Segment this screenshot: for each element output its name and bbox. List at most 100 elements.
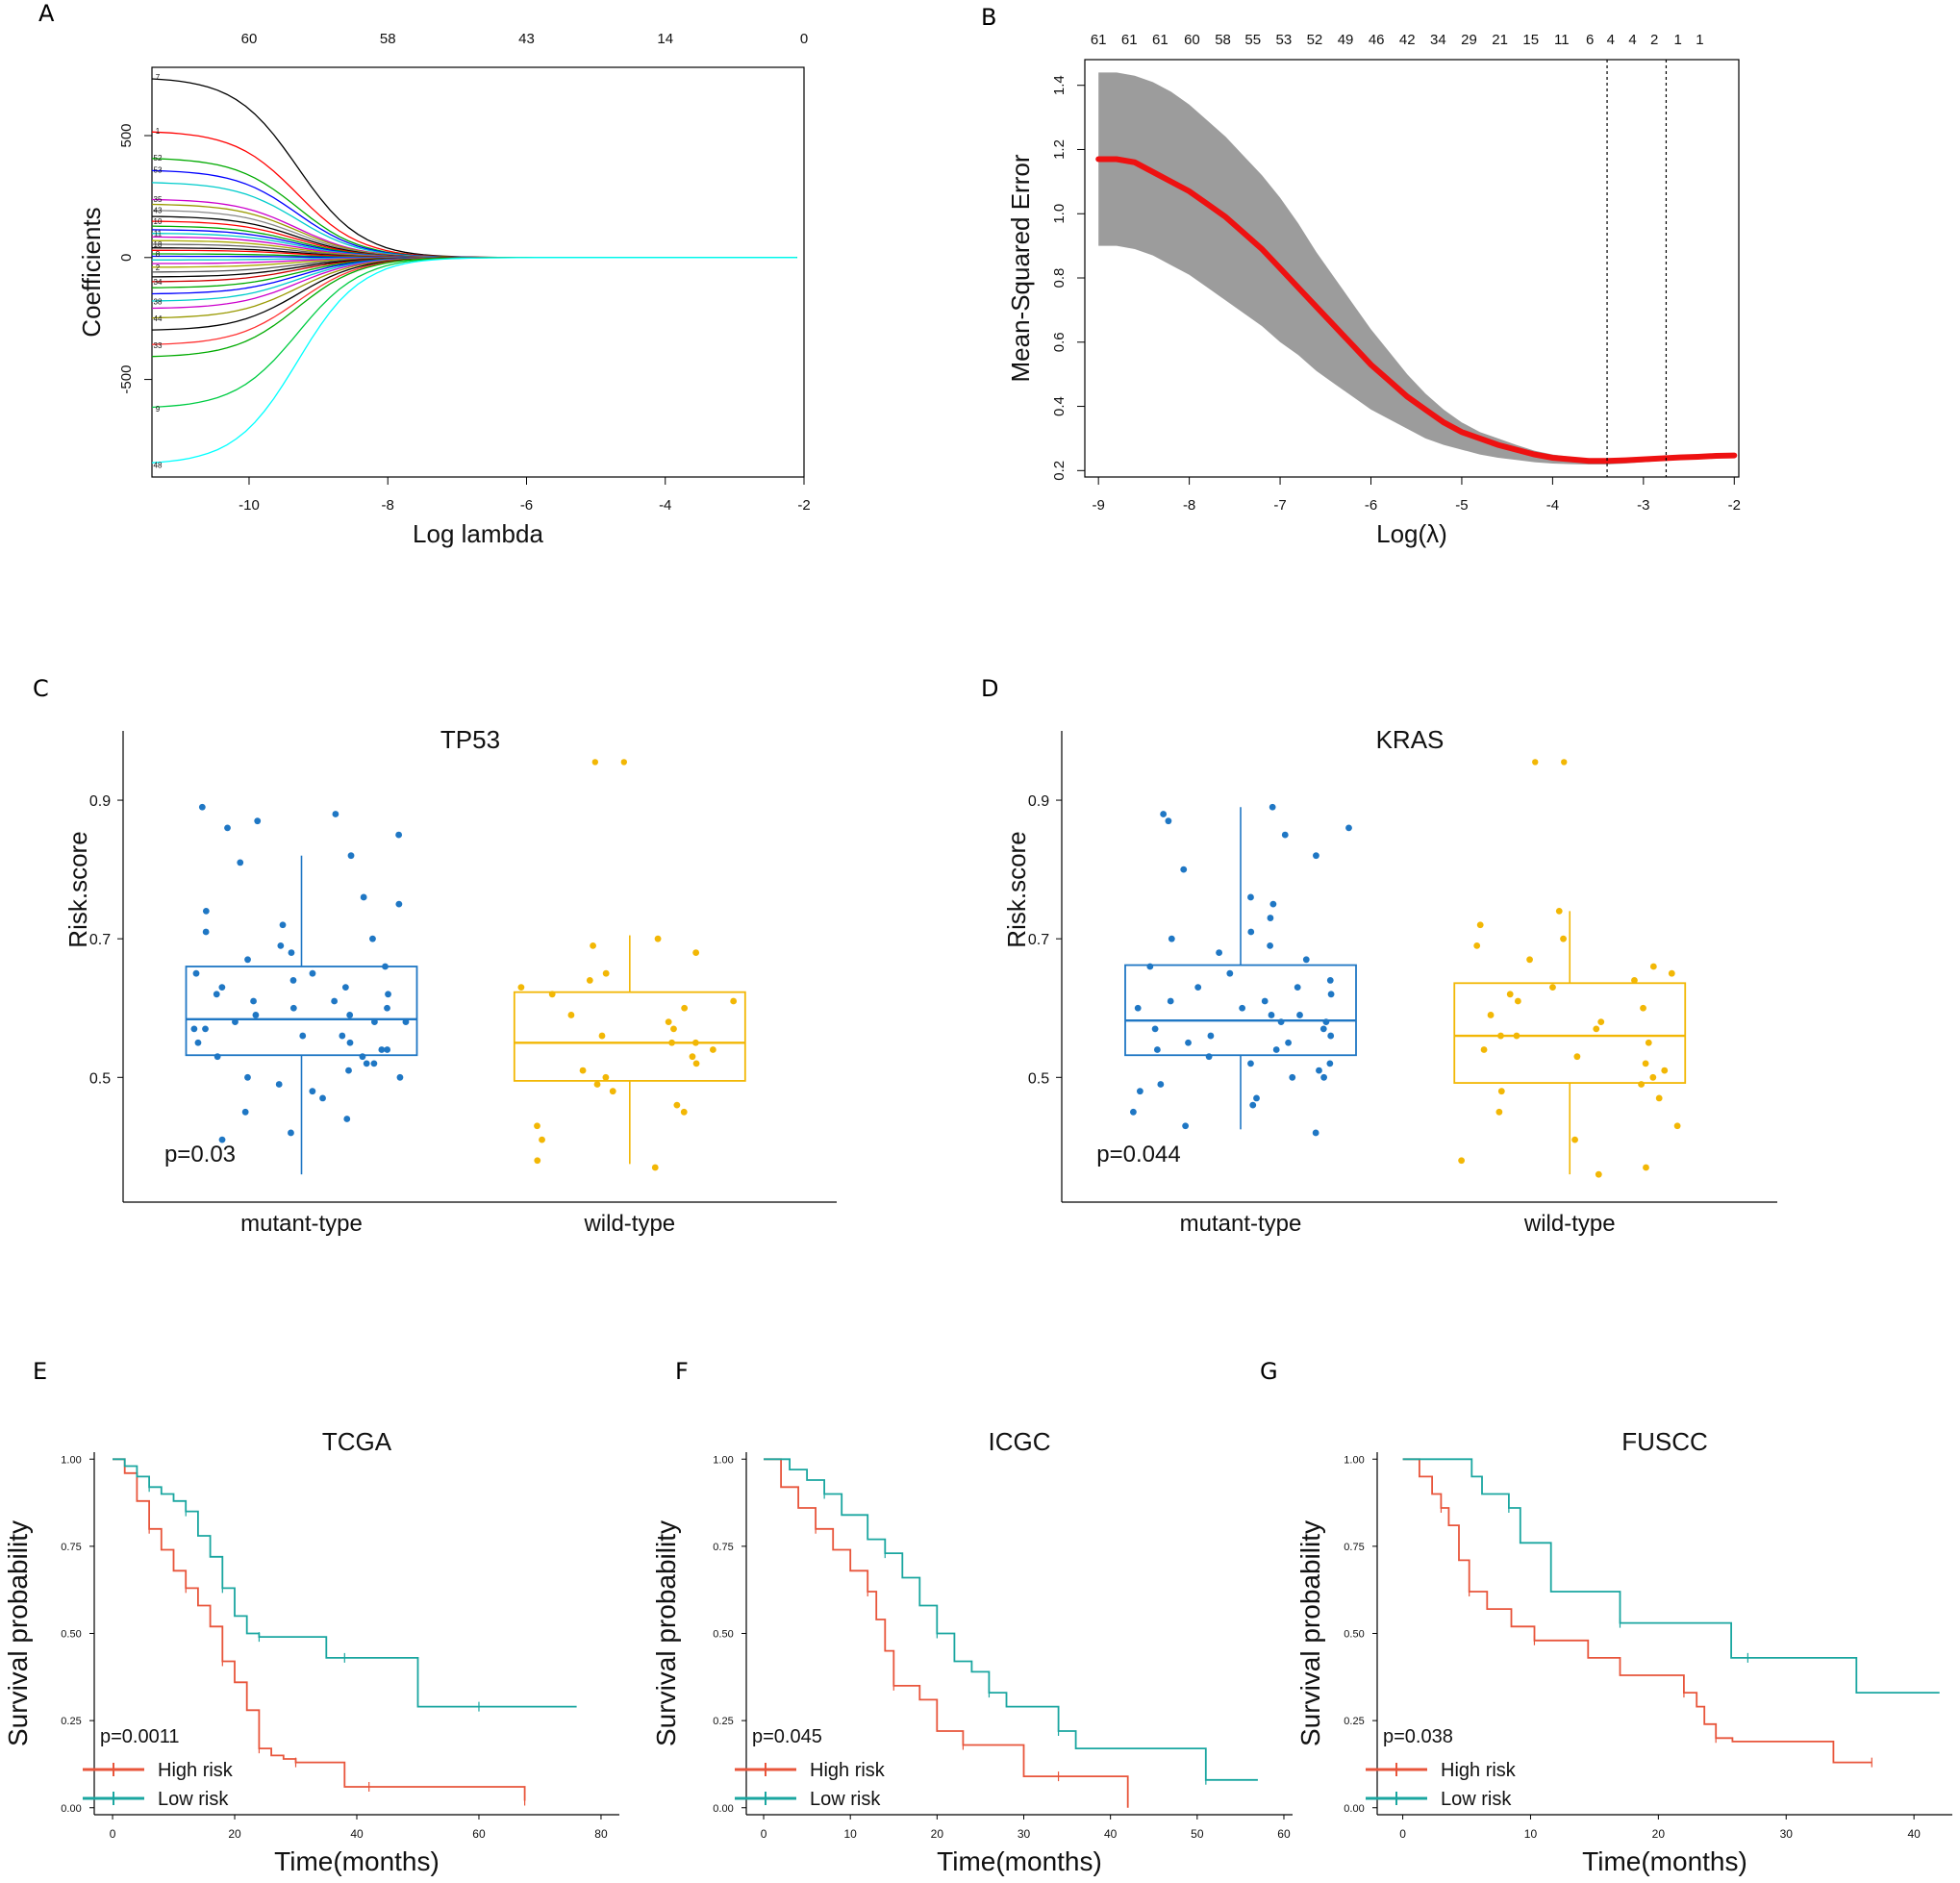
y-tick-label: 0.6 [1051,332,1068,352]
x-category-label: mutant-type [240,1211,363,1237]
data-point [1526,956,1533,964]
data-point [1157,1081,1165,1088]
data-point [1247,928,1255,936]
data-point [654,935,662,942]
data-point [1649,963,1657,970]
data-point [224,824,231,832]
data-point [1640,1004,1646,1012]
top-axis-label: 1 [1674,32,1682,48]
data-point [1136,1088,1143,1095]
data-point [590,942,596,949]
data-point [1513,1032,1520,1040]
top-axis-label: 11 [1554,32,1570,48]
top-axis-label: 6 [1586,32,1594,48]
data-point [384,1004,390,1012]
data-point [692,949,700,956]
data-point [347,852,355,860]
y-axis-title: Risk.score [1002,831,1031,947]
data-point [385,991,391,998]
y-tick-label: 0 [118,254,135,262]
data-point [1549,984,1556,992]
data-point [1643,1164,1649,1171]
data-point [309,1088,316,1095]
top-axis-label: 2 [1650,32,1658,48]
path-label: 1 [156,127,161,136]
data-point [1458,1157,1466,1165]
x-tick-label: 30 [1780,1827,1794,1841]
data-point [244,956,251,964]
data-point [1267,915,1274,921]
data-point [539,1136,545,1143]
x-tick-label: 60 [472,1827,486,1841]
x-tick-label: -3 [1637,497,1649,514]
data-point [586,977,593,984]
legend-label: Low risk [810,1789,881,1810]
data-point [534,1157,541,1165]
data-point [213,991,220,998]
data-point [299,1032,307,1040]
data-point [689,1053,696,1061]
data-point [1182,1122,1190,1130]
data-point [250,997,257,1005]
chart-title: TCGA [322,1427,392,1456]
data-point [681,1004,689,1012]
path-label: 52 [154,154,163,163]
data-point [1165,817,1172,825]
y-tick-label: 0.25 [713,1716,733,1727]
top-axis-label: 60 [1184,32,1200,48]
x-tick-label: -5 [1455,497,1468,514]
x-tick-label: 40 [1907,1827,1921,1841]
data-point [1269,900,1277,908]
y-tick-label: 0.75 [1344,1542,1364,1553]
data-point [1207,1032,1215,1040]
data-point [1322,1018,1330,1026]
kras-risk-boxplot: mutant-type wild-type 0.5 0.7 0.9 KRAS p=0.044… [1002,725,1777,1237]
data-point [1668,969,1675,977]
outlier-point [1561,759,1568,766]
data-point [331,997,339,1005]
panel-letter-c: C [33,675,49,702]
x-axis-title: Time(months) [937,1846,1102,1876]
data-point [1326,1060,1334,1067]
data-point [1514,997,1521,1005]
x-category-label: mutant-type [1180,1211,1302,1237]
data-point [371,1018,378,1026]
y-tick-label: 0.25 [1344,1716,1364,1727]
top-axis-label: 49 [1338,32,1354,48]
y-tick-label: 0.9 [1028,793,1049,810]
data-point [244,1073,251,1081]
data-point [665,1018,672,1026]
y-tick-label: 0.9 [89,793,111,810]
y-tick-label: 0.50 [1344,1629,1364,1641]
data-point [218,1136,226,1143]
data-point [346,1039,354,1046]
x-tick-label: -6 [520,497,533,514]
path-label: 43 [154,206,163,214]
y-axis-title: Mean-Squared Error [1006,154,1035,382]
data-point [346,1012,354,1018]
data-point [1277,1018,1285,1026]
chart-title: ICGC [989,1427,1051,1456]
data-point [1497,1088,1505,1095]
coefficient-path-1 [151,78,797,259]
data-point [1319,1025,1327,1033]
y-tick-label: 1.0 [1051,204,1068,224]
y-tick-label: 1.00 [1344,1454,1364,1466]
km-curve-low-risk [1402,1458,1940,1694]
path-label: 7 [156,73,161,82]
data-point [598,1032,606,1040]
data-point [370,1060,378,1067]
data-point [1495,1108,1503,1116]
x-tick-label: 40 [1104,1827,1118,1841]
x-tick-label: -8 [382,497,394,514]
path-label: 8 [156,250,161,259]
data-point [218,984,226,992]
panel-letter-g: G [1260,1358,1278,1385]
data-point [1497,1032,1504,1040]
x-tick-label: 10 [1524,1827,1538,1841]
data-point [202,928,210,936]
data-point [1205,1053,1213,1061]
data-point [1247,1060,1254,1067]
coefficient-path-36 [151,257,797,464]
data-point [275,1081,283,1088]
